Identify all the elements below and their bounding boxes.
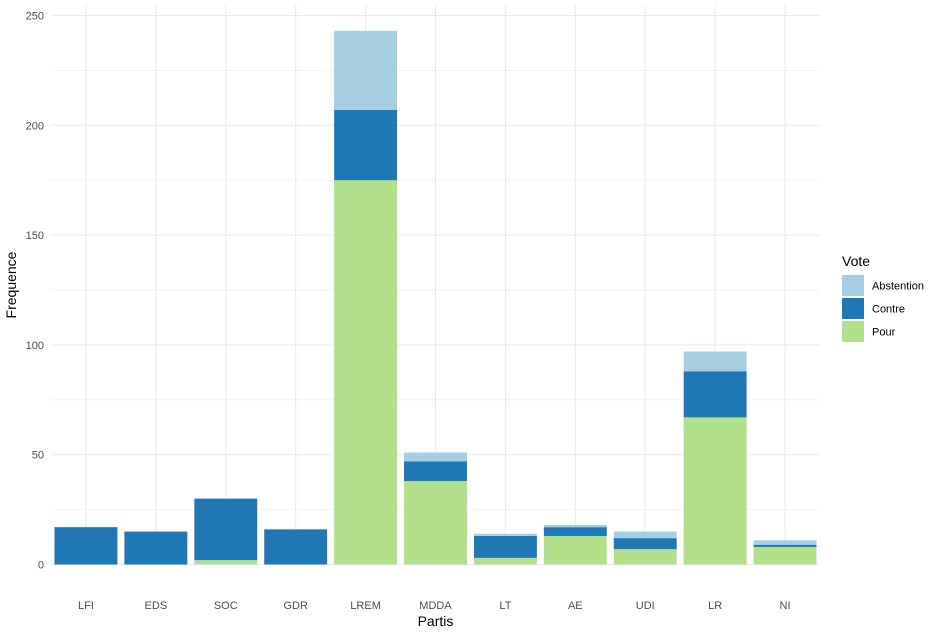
y-tick-labels: 0 50 100 150 200 250: [26, 11, 44, 572]
x-tick-label: LR: [708, 600, 722, 612]
x-tick-label: SOC: [214, 600, 238, 612]
x-tick-label: LREM: [350, 600, 381, 612]
bar-udi-pour: [613, 549, 677, 565]
x-tick-label: UDI: [636, 600, 655, 612]
bar-gdr-contre: [264, 529, 328, 565]
x-tick-label: LT: [499, 600, 511, 612]
bar-lr-pour: [683, 417, 747, 565]
bar-ae-abstention: [543, 524, 607, 528]
x-tick-label: NI: [780, 600, 791, 612]
bar-mdda-abstention: [404, 452, 467, 462]
legend-title: Vote: [842, 253, 870, 269]
x-tick-label: GDR: [283, 600, 308, 612]
bar-lfi-contre: [54, 527, 118, 565]
x-tick-label: EDS: [145, 600, 168, 612]
x-tick-label: AE: [568, 600, 583, 612]
bar-soc-pour: [194, 560, 258, 565]
y-axis-title: Frequence: [3, 251, 19, 318]
bar-mdda-pour: [404, 481, 467, 565]
legend-swatch-pour: [842, 321, 864, 342]
bar-ni-contre: [753, 544, 817, 547]
legend-label-abstention: Abstention: [872, 281, 924, 293]
bar-lr-abstention: [683, 351, 747, 372]
bar-mdda-contre: [404, 461, 467, 482]
bar-lrem-pour: [334, 180, 398, 565]
y-tick-label: 50: [32, 450, 44, 462]
legend-swatch-contre: [842, 298, 864, 319]
y-tick-label: 250: [26, 11, 44, 23]
x-tick-labels: LFI EDS SOC GDR LREM MDDA LT AE UDI LR NI: [78, 600, 791, 612]
legend-swatch-abstention: [842, 275, 864, 296]
bar-lt-pour: [473, 557, 537, 565]
bar-udi-abstention: [613, 531, 677, 539]
y-tick-label: 200: [26, 120, 44, 132]
legend: Vote Abstention Contre Pour: [842, 253, 924, 342]
y-tick-label: 150: [26, 230, 44, 242]
bar-lr-contre: [683, 371, 747, 418]
bar-ni-abstention: [753, 540, 817, 545]
bar-lt-abstention: [473, 533, 537, 536]
legend-label-pour: Pour: [872, 327, 896, 339]
bar-soc-contre: [194, 498, 258, 561]
y-tick-label: 0: [38, 560, 44, 572]
y-tick-label: 100: [26, 340, 44, 352]
bar-lt-contre: [473, 535, 537, 558]
x-tick-label: LFI: [78, 600, 94, 612]
bar-ae-pour: [543, 535, 607, 565]
bar-lrem-contre: [334, 109, 398, 181]
bars: [54, 30, 817, 565]
bar-eds-contre: [124, 531, 188, 565]
bar-udi-contre: [613, 538, 677, 550]
x-axis-title: Partis: [418, 613, 454, 629]
bar-ni-pour: [753, 546, 817, 565]
x-tick-label: MDDA: [419, 600, 452, 612]
bar-ae-contre: [543, 527, 607, 536]
legend-label-contre: Contre: [872, 304, 905, 316]
bar-lrem-abstention: [334, 30, 398, 110]
